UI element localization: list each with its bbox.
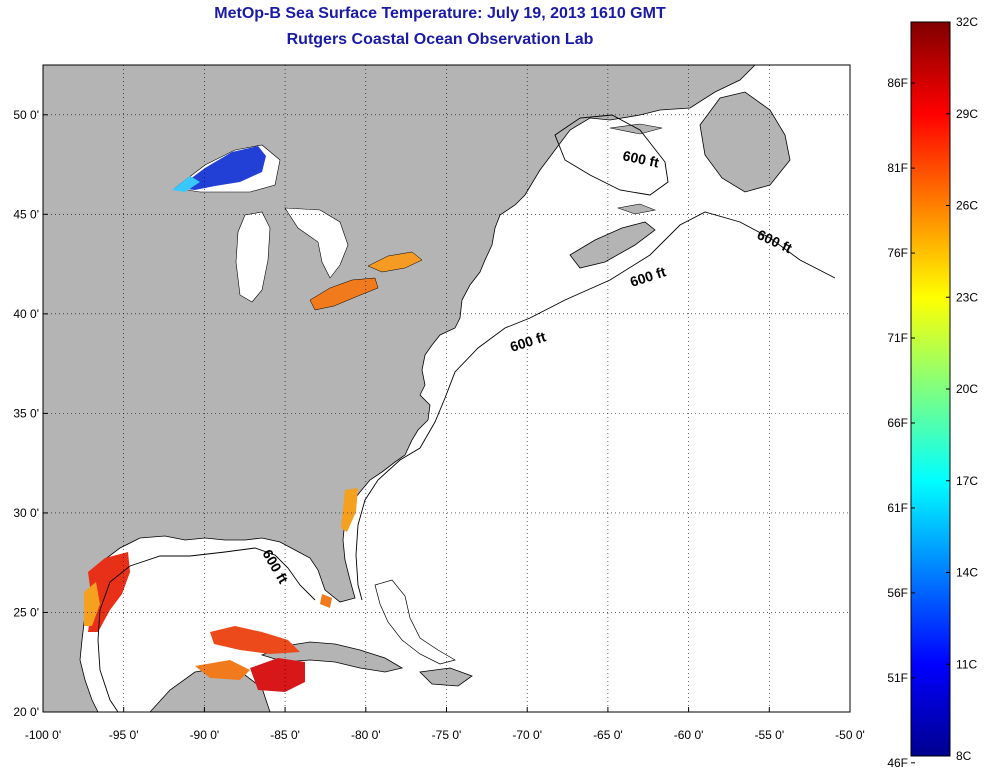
colorbar-label-fahrenheit: 56F — [887, 586, 908, 600]
lake-michigan — [235, 211, 271, 303]
x-tick-label: -60 0' — [674, 728, 704, 742]
colorbar-label-celsius: 23C — [956, 290, 978, 304]
x-tick-label: -95 0' — [109, 728, 139, 742]
colorbar-label-fahrenheit: 71F — [887, 331, 908, 345]
latitude-labels: 20 0' 25 0' 30 0' 35 0' 40 0' 45 0' 50 0' — [13, 108, 39, 719]
sst-central-gulf — [210, 626, 300, 654]
sst-yucatan-channel — [250, 658, 305, 692]
graticule — [42, 65, 851, 713]
lake-huron — [284, 207, 349, 279]
y-tick-label: 20 0' — [13, 705, 39, 719]
sst-texas-shelf — [88, 552, 130, 632]
y-tick-label: 45 0' — [13, 207, 39, 221]
x-tick-label: -90 0' — [190, 728, 220, 742]
x-tick-label: -70 0' — [512, 728, 542, 742]
land-pei — [616, 203, 657, 215]
land-newfoundland — [699, 91, 791, 193]
sst-lake-ontario — [367, 251, 423, 273]
land-nova-scotia — [569, 221, 656, 269]
x-tick-label: -80 0' — [351, 728, 381, 742]
colorbar-label-celsius: 32C — [956, 15, 978, 29]
colorbar-label-celsius: 11C — [956, 657, 977, 671]
longitude-labels: -100 0' -95 0' -90 0' -85 0' -80 0' -75 0' -70… — [25, 728, 865, 742]
colorbar-label-celsius: 20C — [956, 382, 978, 396]
colorbar-label-celsius: 26C — [956, 199, 978, 213]
isobath-label-gulf-stlawrence: 600 ft — [621, 147, 660, 170]
colorbar-label-celsius: 14C — [956, 566, 978, 580]
bahamas-banks — [374, 579, 456, 665]
colorbar-label-fahrenheit: 51F — [887, 671, 908, 685]
colorbar-label-fahrenheit: 81F — [887, 161, 908, 175]
isobath-600ft-north — [554, 114, 669, 196]
colorbar-label-fahrenheit: 61F — [887, 501, 908, 515]
colorbar-label-fahrenheit: 66F — [887, 416, 908, 430]
y-tick-label: 40 0' — [13, 307, 39, 321]
x-tick-label: -75 0' — [432, 728, 462, 742]
x-tick-label: -55 0' — [754, 728, 784, 742]
colorbar-label-celsius: 17C — [956, 474, 978, 488]
x-tick-label: -100 0' — [25, 728, 61, 742]
y-tick-label: 35 0' — [13, 406, 39, 420]
colorbar — [910, 21, 951, 757]
sst-texas-coast — [84, 582, 100, 626]
y-tick-label: 30 0' — [13, 506, 39, 520]
y-tick-label: 25 0' — [13, 605, 39, 619]
isobath-600ft — [97, 211, 836, 712]
sst-campeche — [195, 660, 250, 680]
colorbar-label-fahrenheit: 46F — [887, 756, 908, 770]
colorbar-label-celsius: 29C — [956, 107, 978, 121]
x-tick-label: -65 0' — [593, 728, 623, 742]
x-tick-label: -50 0' — [835, 728, 865, 742]
colorbar-label-fahrenheit: 86F — [887, 76, 908, 90]
colorbar-label-celsius: 8C — [956, 749, 972, 763]
sst-lake-superior-margin — [172, 176, 200, 192]
map-title: MetOp-B Sea Surface Temperature: July 19… — [214, 5, 666, 22]
map-subtitle: Rutgers Coastal Ocean Observation Lab — [286, 31, 594, 48]
land-anticosti — [609, 123, 663, 135]
land-hispaniola — [419, 667, 473, 687]
colorbar-labels: 32C 29C 26C 23C 20C 17C 14C 11C 8C 86F 81F 76F 71F 66… — [887, 15, 978, 770]
sst-lake-erie — [309, 277, 379, 311]
sst-lake-superior — [178, 146, 266, 190]
y-tick-label: 50 0' — [13, 108, 39, 122]
sst-florida-shelf — [320, 594, 332, 608]
sst-georgia-shelf — [341, 488, 358, 532]
colorbar-label-fahrenheit: 76F — [887, 246, 908, 260]
land-north-america — [43, 65, 756, 712]
x-tick-label: -85 0' — [270, 728, 300, 742]
